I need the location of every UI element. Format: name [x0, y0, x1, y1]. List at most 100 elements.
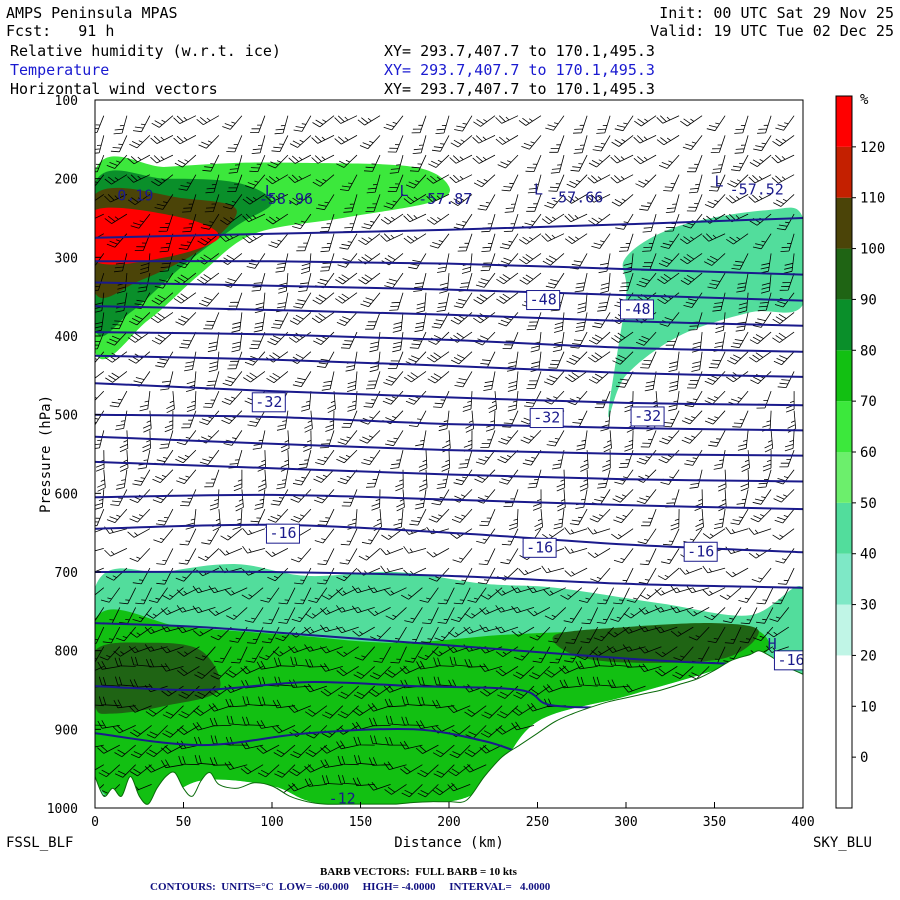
wind-barb	[369, 717, 391, 727]
wind-barb	[411, 115, 427, 134]
extrema-label: L	[265, 182, 274, 200]
wind-barb	[461, 253, 473, 274]
wind-barb	[139, 253, 151, 274]
wind-barb	[458, 272, 473, 292]
wind-barb	[132, 607, 152, 623]
wind-barb	[426, 213, 450, 225]
right-station-label: SKY_BLU	[813, 835, 872, 851]
wind-barb	[185, 371, 197, 392]
wind-barb	[712, 292, 726, 312]
wind-barb	[347, 391, 358, 412]
wind-barb	[680, 272, 703, 285]
wind-barb	[367, 703, 391, 712]
extrema-label: H	[768, 635, 777, 653]
wind-barb	[256, 744, 280, 754]
wind-barb	[710, 135, 726, 153]
wind-barb	[179, 528, 197, 546]
wind-barb	[274, 764, 296, 778]
wind-barb	[416, 292, 427, 314]
wind-barb	[278, 273, 289, 294]
wind-barb	[292, 371, 312, 387]
wind-barb	[679, 233, 703, 245]
wind-barb	[197, 233, 220, 246]
wind-barb	[670, 626, 694, 637]
wind-barb	[422, 607, 439, 624]
colorbar-swatch	[836, 452, 852, 503]
wind-barb	[713, 450, 726, 470]
wind-barb	[273, 744, 296, 758]
wind-barb	[319, 646, 343, 654]
wind-barb	[289, 194, 312, 206]
wind-barb	[319, 213, 335, 232]
wind-barb	[95, 154, 105, 173]
wind-barb	[592, 135, 611, 152]
colorbar-swatch	[836, 197, 852, 249]
wind-barb	[262, 607, 280, 624]
wind-barb	[358, 548, 381, 561]
temperature-label: -32	[251, 392, 286, 413]
wind-barb	[321, 371, 335, 391]
wind-barb	[518, 115, 542, 126]
wind-barb	[127, 174, 151, 183]
temperature-label-text: -57.87	[418, 190, 472, 208]
wind-barb	[251, 135, 266, 154]
temperature-label-text: -16	[526, 538, 553, 556]
wind-barb	[668, 351, 680, 372]
wind-barb	[384, 784, 407, 795]
wind-barb	[713, 509, 726, 529]
wind-barb	[773, 194, 795, 207]
wind-barb	[95, 450, 105, 472]
wind-barb	[162, 587, 184, 600]
wind-barb	[779, 449, 795, 468]
wind-barb	[686, 607, 710, 617]
wind-barb	[195, 646, 216, 661]
y-tick-label: 500	[55, 409, 78, 424]
wind-barb	[160, 646, 184, 654]
wind-barb	[134, 233, 151, 251]
wind-barb	[242, 233, 266, 244]
wind-barb	[704, 253, 726, 266]
wind-barb	[417, 646, 439, 661]
wind-barb	[418, 469, 428, 492]
wind-barb	[655, 666, 678, 677]
wind-barb	[404, 646, 423, 663]
wind-barb	[453, 213, 473, 230]
wind-barb	[688, 666, 710, 680]
colorbar-swatch	[836, 502, 852, 554]
temperature-label-box	[265, 523, 300, 544]
wind-barb	[204, 194, 220, 213]
wind-barb	[670, 605, 694, 614]
temperature-label: -57.66	[549, 188, 603, 206]
wind-barb	[320, 624, 343, 633]
wind-barb	[419, 587, 439, 603]
wind-barb	[129, 548, 151, 562]
wind-barb	[437, 587, 455, 605]
wind-barb	[728, 390, 749, 406]
wind-barb	[390, 646, 407, 664]
wind-barb	[369, 666, 391, 680]
wind-barb	[365, 194, 381, 212]
wind-barb	[704, 410, 726, 425]
wind-barb	[115, 410, 128, 431]
wind-barb	[532, 646, 551, 663]
wind-barb	[497, 154, 519, 169]
wind-barb	[779, 272, 795, 291]
wind-barb	[777, 567, 795, 585]
wind-barb	[681, 410, 703, 425]
wind-barb	[432, 744, 455, 758]
wind-barb	[427, 371, 450, 384]
x-axis-label: Distance (km)	[394, 835, 504, 851]
wind-barb	[129, 764, 152, 777]
wind-barb	[336, 587, 359, 596]
wind-barb	[660, 469, 680, 485]
wind-barb	[95, 351, 105, 364]
wind-barb	[404, 371, 427, 383]
wind-barb	[503, 489, 519, 507]
wind-barb	[757, 292, 772, 312]
temperature-contour	[95, 493, 803, 511]
wind-barb	[227, 351, 243, 370]
wind-barb	[449, 744, 471, 759]
wind-barb	[290, 656, 311, 667]
wind-barb	[203, 390, 220, 408]
wind-barb	[704, 607, 726, 621]
